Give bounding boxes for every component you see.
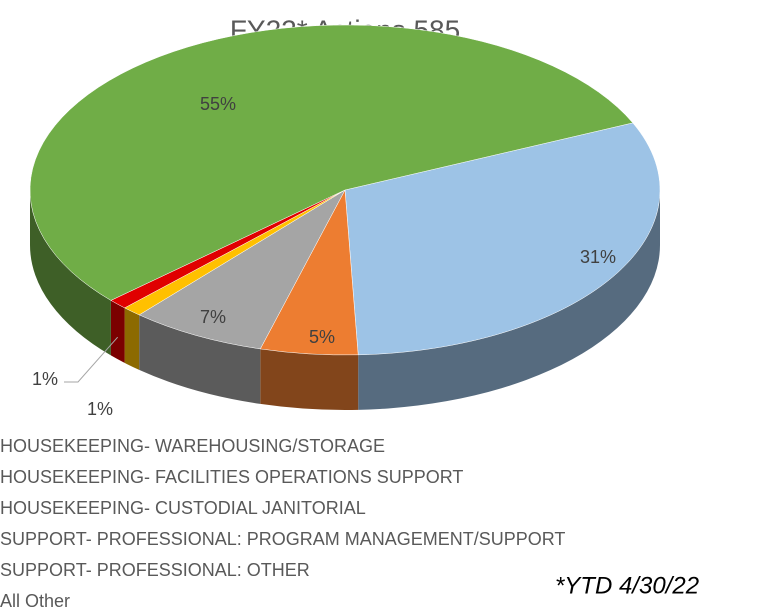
pie-slice (138, 189, 346, 350)
data-label: 31% (580, 247, 616, 267)
data-label: 55% (200, 94, 236, 114)
legend-label: SUPPORT- PROFESSIONAL: PROGRAM MANAGEMEN… (0, 529, 565, 549)
pie-side (139, 314, 261, 404)
data-labels: 31% 5% 7% 1% 1% 55% (32, 94, 616, 419)
data-label: 5% (309, 327, 335, 347)
data-label: 7% (200, 307, 226, 327)
data-label: 1% (87, 399, 113, 419)
legend-label: HOUSEKEEPING- FACILITIES OPERATIONS SUPP… (0, 467, 463, 487)
pie-side (260, 348, 359, 410)
legend-label: HOUSEKEEPING- WAREHOUSING/STORAGE (0, 436, 385, 456)
pie-slice (29, 24, 634, 301)
legend: HOUSEKEEPING- WAREHOUSING/STORAGE HOUSEKE… (0, 436, 565, 611)
pie-sides (30, 190, 661, 410)
legend-label: SUPPORT- PROFESSIONAL: OTHER (0, 560, 310, 580)
pie-tops (29, 24, 661, 356)
pie-side (30, 190, 111, 356)
pie-slice (344, 122, 661, 356)
pie-side (124, 307, 140, 370)
pie-side (358, 190, 661, 410)
legend-label: HOUSEKEEPING- CUSTODIAL JANITORIAL (0, 498, 366, 518)
data-label: 1% (32, 369, 58, 389)
legend-label: All Other (0, 591, 70, 611)
annotation: *YTD 4/30/22 (555, 572, 699, 599)
leader-line (64, 336, 119, 383)
pie-side (110, 300, 125, 363)
